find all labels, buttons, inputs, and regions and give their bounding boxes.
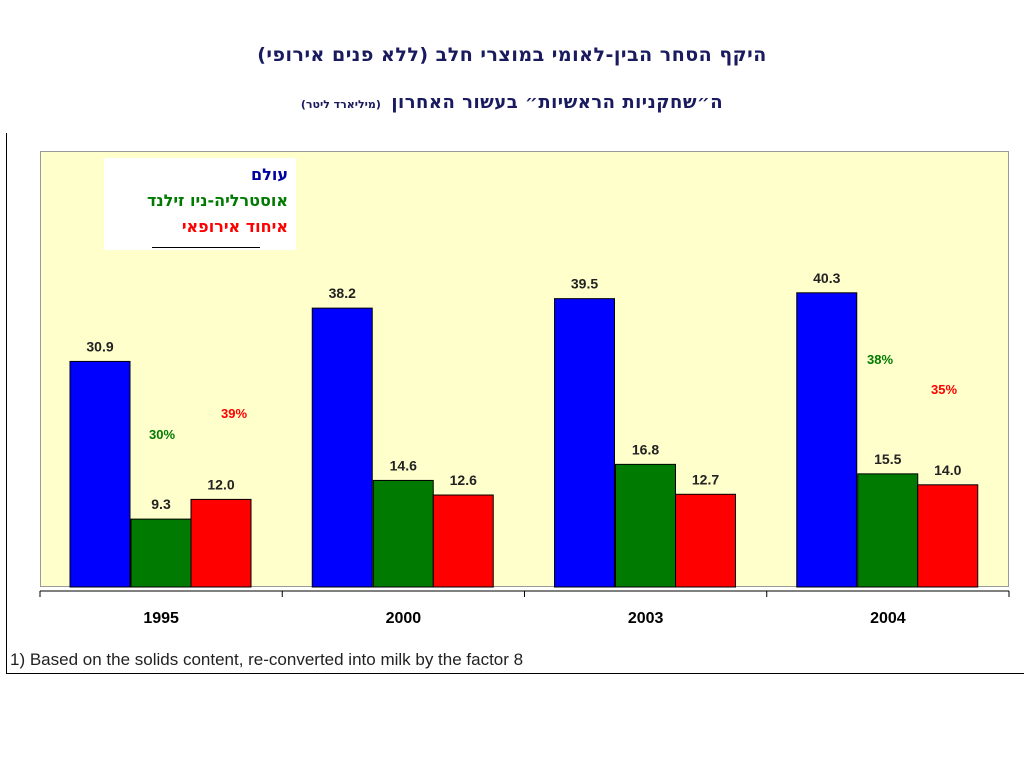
data-label-1995-2: 12.0 (207, 476, 234, 492)
data-label-2003-0: 39.5 (571, 276, 598, 292)
data-label-2000-0: 38.2 (329, 285, 356, 301)
x-tick-label-2003: 2003 (628, 610, 664, 627)
x-tick-label-1995: 1995 (143, 610, 179, 627)
bar-2000-0 (311, 307, 373, 588)
chart-subtitle: ה״שחקניות הראשיות״ בעשור האחרון (מיליארד… (0, 92, 1024, 113)
bar-2004-1 (857, 473, 919, 588)
bar-2003-2 (675, 493, 736, 588)
x-tick-label-2000: 2000 (386, 610, 422, 627)
chart-title: היקף הסחר הבין-לאומי במוצרי חלב (ללא פני… (0, 44, 1024, 66)
data-label-2000-1: 14.6 (390, 457, 417, 473)
share-annotation-2004: 35% (931, 382, 957, 397)
data-label-1995-0: 30.9 (86, 338, 113, 354)
bar-2003-1 (615, 463, 676, 588)
data-label-2000-2: 12.6 (450, 472, 477, 488)
subtitle-text: ה״שחקניות הראשיות״ בעשור האחרון (391, 92, 724, 113)
share-annotation-1995: 30% (149, 427, 175, 442)
bar-2000-1 (372, 479, 434, 588)
share-annotation-1995: 39% (221, 406, 247, 421)
data-label-2004-0: 40.3 (813, 270, 840, 286)
bar-1995-0 (69, 360, 131, 588)
bar-2004-2 (917, 484, 979, 588)
data-label-2004-2: 14.0 (934, 462, 961, 478)
data-label-1995-1: 9.3 (151, 496, 171, 512)
chart-frame (6, 133, 1024, 674)
unit-note: (מיליארד ליטר) (300, 98, 381, 111)
bar-1995-2 (190, 498, 252, 588)
x-tick-label-2004: 2004 (870, 610, 906, 627)
data-label-2003-1: 16.8 (632, 441, 659, 457)
legend-underline (152, 247, 260, 248)
bar-2000-2 (432, 494, 494, 588)
bar-2004-0 (796, 292, 858, 588)
bar-2003-0 (554, 298, 615, 588)
footnote: 1) Based on the solids content, re-conve… (10, 650, 524, 669)
data-label-2004-1: 15.5 (874, 451, 901, 467)
legend: עולם אוסטרליה-ניו זילנד איחוד אירופאי (104, 158, 296, 250)
bar-1995-1 (130, 518, 192, 588)
data-label-2003-2: 12.7 (692, 471, 719, 487)
legend-item-world: עולם (251, 165, 288, 184)
title-main: היקף הסחר הבין-לאומי במוצרי חלב (ללא פני… (257, 44, 767, 66)
legend-item-eu: איחוד אירופאי (181, 217, 288, 236)
legend-item-anz: אוסטרליה-ניו זילנד (146, 191, 288, 210)
share-annotation-2004: 38% (867, 352, 893, 367)
